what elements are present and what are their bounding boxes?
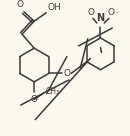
Text: O: O — [88, 8, 95, 17]
Text: O: O — [17, 0, 24, 9]
Text: O: O — [31, 95, 38, 104]
Text: O: O — [64, 69, 71, 78]
Text: CH₃: CH₃ — [45, 87, 60, 96]
Text: OH: OH — [47, 3, 61, 12]
Text: N: N — [96, 13, 105, 23]
Text: O: O — [107, 8, 114, 17]
Text: ⁻: ⁻ — [115, 11, 119, 17]
